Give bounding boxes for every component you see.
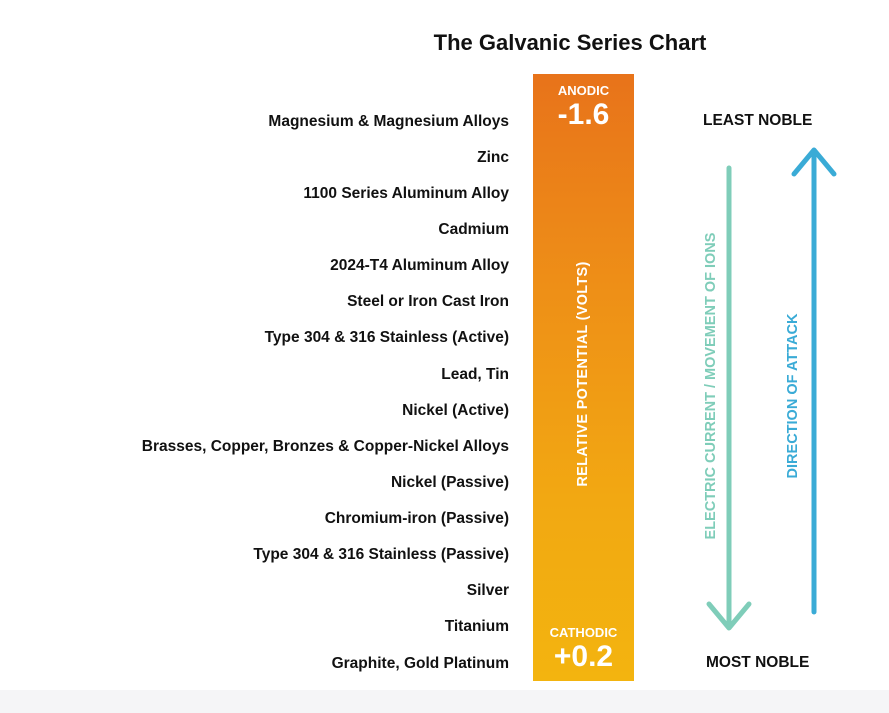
direction-of-attack-label: DIRECTION OF ATTACK: [785, 313, 801, 479]
metal-item: Chromium-iron (Passive): [324, 510, 509, 527]
attack-arrow-icon: [791, 147, 837, 615]
cathodic-label: CATHODIC: [549, 625, 618, 640]
potential-bar: ANODIC -1.6 RELATIVE POTENTIAL (VOLTS) C…: [533, 74, 634, 681]
metal-item: Graphite, Gold Platinum: [331, 655, 509, 672]
most-noble-label: MOST NOBLE: [706, 654, 810, 671]
least-noble-label: LEAST NOBLE: [703, 112, 813, 129]
metal-item: Lead, Tin: [441, 366, 509, 383]
metal-item: 2024-T4 Aluminum Alloy: [330, 257, 509, 274]
footer-strip: [0, 690, 889, 713]
cathodic-value: +0.2: [553, 640, 614, 673]
metal-item: Brasses, Copper, Bronzes & Copper-Nickel…: [141, 438, 509, 455]
metal-item: Titanium: [444, 618, 509, 635]
electric-current-label: ELECTRIC CURRENT / MOVEMENT OF IONS: [703, 232, 719, 540]
anodic-label: ANODIC: [557, 83, 610, 98]
metal-list: Magnesium & Magnesium Alloys Zinc 1100 S…: [141, 113, 509, 672]
metal-item: Steel or Iron Cast Iron: [347, 293, 509, 310]
metal-item: Magnesium & Magnesium Alloys: [268, 113, 509, 130]
chart-title: The Galvanic Series Chart: [433, 30, 707, 55]
metal-item: Type 304 & 316 Stainless (Active): [264, 329, 509, 346]
metal-item: 1100 Series Aluminum Alloy: [303, 185, 509, 202]
metal-item: Nickel (Passive): [390, 474, 509, 491]
metal-item: Type 304 & 316 Stainless (Passive): [253, 546, 509, 563]
metal-item: Cadmium: [438, 221, 509, 238]
current-arrow-icon: [706, 165, 752, 631]
metal-item: Nickel (Active): [402, 402, 509, 419]
anodic-value: -1.6: [557, 98, 610, 131]
metal-item: Zinc: [477, 149, 509, 166]
metal-item: Silver: [466, 582, 509, 599]
